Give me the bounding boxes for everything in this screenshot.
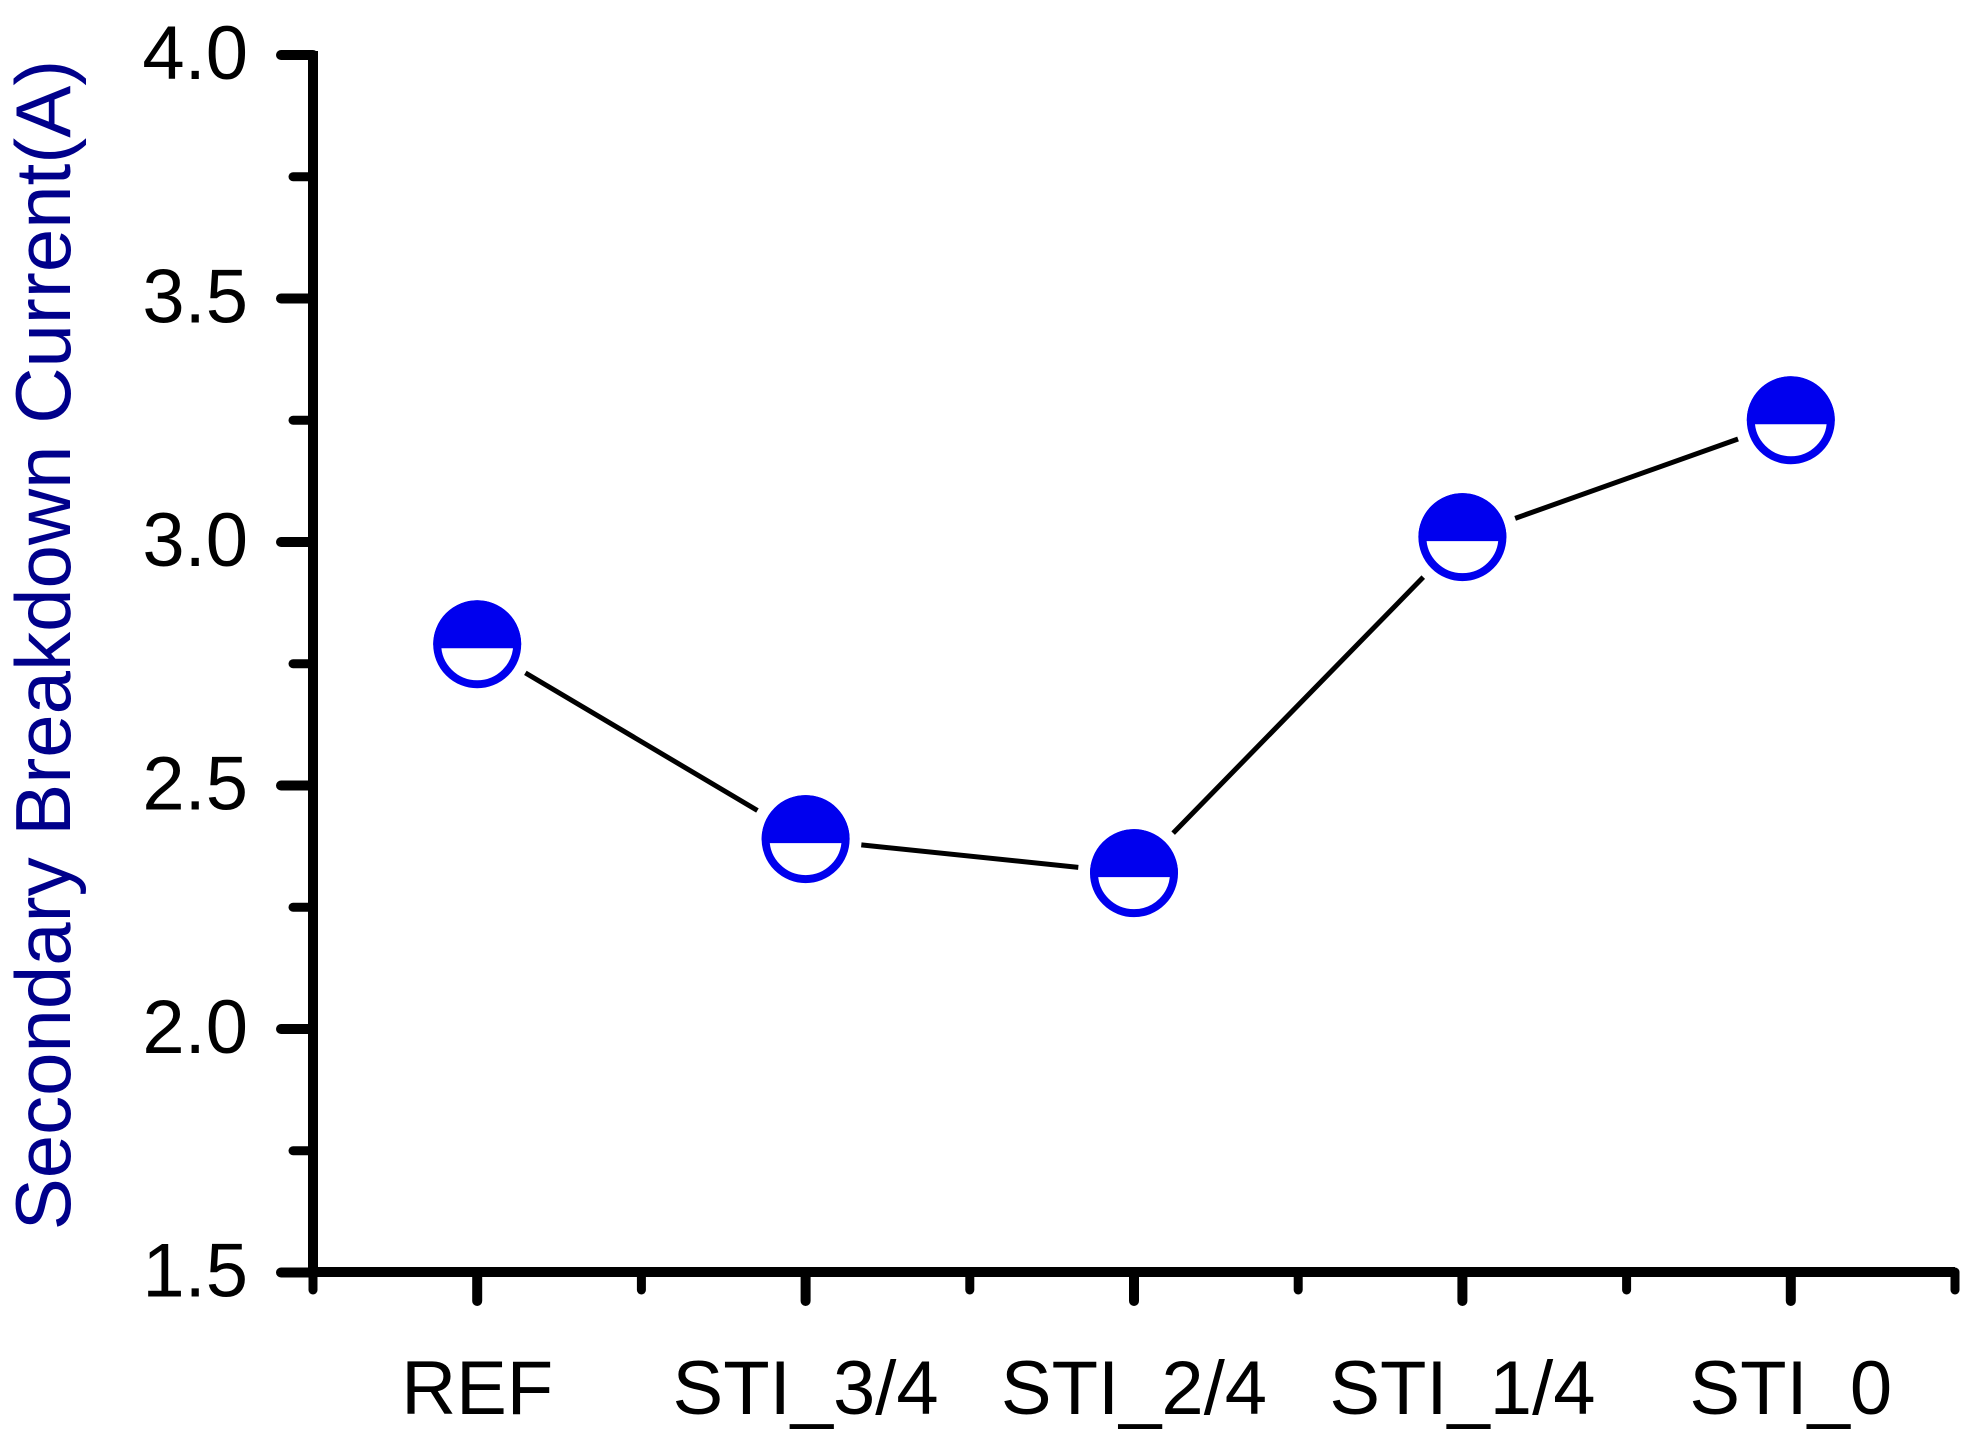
axis-labels-layer: 1.5 2.0 2.5 3.0 3.5 4.0 REF STI_3/4 STI_2/4 STI_1…	[142, 11, 1892, 1431]
axis-spines	[308, 51, 1955, 1277]
x-category-label: STI_1/4	[1329, 1346, 1595, 1431]
data-point-top-half	[1418, 493, 1507, 542]
x-category-label: STI_0	[1689, 1346, 1892, 1431]
y-axis-title: Secondary Breakdown Current(A)	[0, 60, 87, 1231]
data-point-top-half	[1090, 829, 1178, 878]
y-tick-label: 2.5	[142, 742, 248, 827]
data-point-top-half	[433, 600, 522, 649]
y-tick-label: 3.5	[142, 255, 248, 340]
x-category-label: STI_2/4	[1001, 1346, 1267, 1431]
data-point-top-half	[761, 795, 850, 844]
series-connector-line	[524, 670, 759, 813]
x-category-label: STI_3/4	[673, 1346, 939, 1431]
series-connector-line	[1514, 436, 1739, 521]
y-tick-label: 2.0	[142, 985, 248, 1070]
x-category-label: REF	[401, 1346, 553, 1431]
y-tick-label: 4.0	[142, 11, 248, 96]
data-point-top-half	[1746, 376, 1835, 425]
y-tick-label: 3.0	[142, 498, 248, 583]
series-connector-line	[861, 842, 1079, 870]
series-connector-line	[1171, 575, 1426, 835]
axes-layer	[276, 50, 1960, 1306]
y-tick-label: 1.5	[142, 1229, 248, 1314]
data-series-layer	[433, 376, 1835, 918]
